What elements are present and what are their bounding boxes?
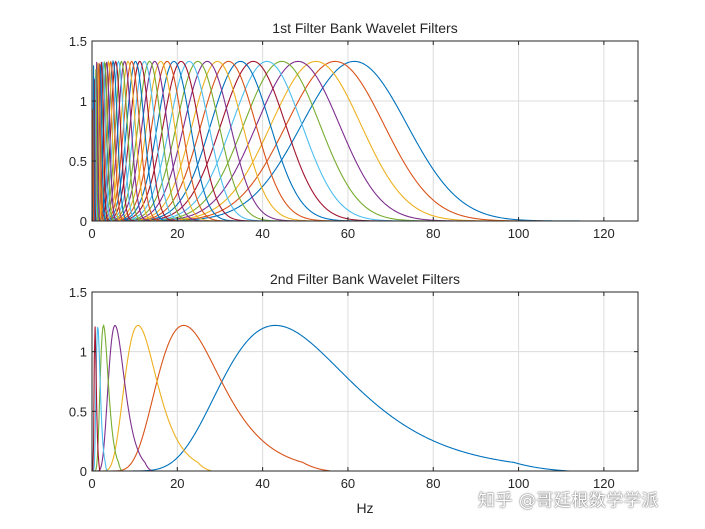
x-tick-label: 80 [426,226,440,241]
plot-area [91,40,639,222]
x-tick-label: 60 [341,226,355,241]
y-tick-label: 0.5 [69,154,87,169]
x-tick-label: 100 [508,226,530,241]
top-axes: 0 20 40 60 80 100 120 0 0.5 1 1.5 1st Filter Bank W… [69,20,639,241]
x-tick-label: 20 [170,476,184,491]
chart-title: 1st Filter Bank Wavelet Filters [272,20,457,36]
y-tick-label: 1.5 [69,285,87,300]
series-line [92,324,638,472]
x-tick-label: 40 [255,476,269,491]
x-tick-label: 0 [88,226,95,241]
y-tick-label: 1 [80,94,87,109]
x-tick-label: 100 [508,476,530,491]
x-tick-label: 20 [170,226,184,241]
x-tick-label: 40 [255,226,269,241]
y-tick-label: 1.5 [69,34,87,49]
x-tick-label: 0 [88,476,95,491]
bottom-axes: 0 20 40 60 80 100 120 0 0.5 1 1.5 2nd Filter Bank W… [69,271,639,516]
x-tick-label: 120 [593,476,615,491]
axes-frame [91,40,639,222]
chart-title: 2nd Filter Bank Wavelet Filters [270,271,460,287]
y-tick-label: 0 [80,464,87,479]
watermark-text: 知乎 @哥廷根数学学派 [478,491,659,511]
x-axis-label: Hz [356,500,373,516]
plot-area [91,291,639,472]
y-tick-label: 1 [80,345,87,360]
y-tick-label: 0 [80,214,87,229]
axes-frame [91,291,639,472]
x-tick-label: 80 [426,476,440,491]
y-tick-label: 0.5 [69,404,87,419]
x-tick-label: 120 [593,226,615,241]
x-tick-label: 60 [341,476,355,491]
